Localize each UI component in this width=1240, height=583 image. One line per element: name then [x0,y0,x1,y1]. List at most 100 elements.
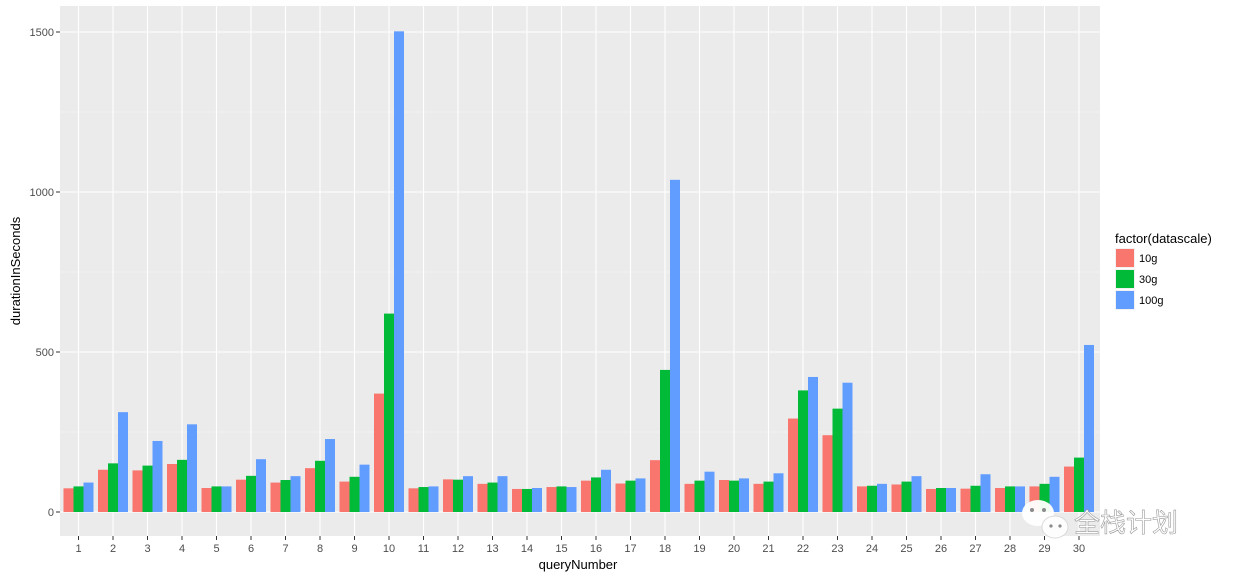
bar-30g-q2 [108,463,118,512]
bar-30g-q30 [1074,457,1084,512]
bar-10g-q26 [926,488,936,512]
x-tick-label: 1 [75,543,81,555]
bar-10g-q6 [236,479,246,512]
bar-100g-q26 [946,488,956,512]
x-tick-label: 11 [418,543,429,555]
bar-10g-q12 [443,479,453,512]
bar-100g-q20 [739,478,749,512]
bar-100g-q7 [290,476,301,512]
bar-30g-q4 [177,459,187,512]
bars [63,31,1094,513]
bar-100g-q22 [808,376,818,512]
bar-30g-q24 [867,485,877,512]
bar-100g-q9 [359,464,370,512]
x-tick-label: 5 [213,543,219,555]
bar-30g-q23 [832,408,843,512]
bar-10g-q27 [960,488,971,512]
x-axis-title: queryNumber [539,557,618,572]
bar-100g-q1 [83,482,94,512]
y-axis-title: durationInSeconds [8,216,23,325]
bar-100g-q5 [221,486,232,512]
x-tick-label: 22 [797,543,809,555]
wechat-icon [1022,500,1069,539]
x-tick-label: 13 [486,543,498,555]
bar-30g-q25 [901,481,912,512]
bar-100g-q2 [118,412,128,512]
x-axis-ticks: 1 2 3 4 5 6 7 8 9 10 11 12 13 14 15 16 17 18 19 20 21 22 23 24 2… [75,536,1085,555]
bar-100g-q15 [566,487,577,512]
bar-10g-q4 [167,464,177,512]
legend-label: 100g [1139,295,1163,307]
bar-10g-q3 [132,470,143,512]
x-tick-label: 21 [762,543,774,555]
x-tick-label: 30 [1073,543,1085,555]
bar-100g-q24 [877,483,887,512]
x-tick-label: 3 [144,543,150,555]
y-tick-label: 0 [48,507,54,519]
bar-30g-q6 [246,475,256,512]
bar-10g-q20 [719,480,729,512]
x-tick-label: 27 [969,543,981,555]
bar-100g-q27 [980,474,991,512]
bar-10g-q25 [891,484,902,512]
bar-10g-q15 [546,487,557,512]
bar-100g-q10 [394,31,404,513]
x-tick-label: 4 [179,543,185,555]
bar-10g-q13 [477,483,488,512]
bar-100g-q11 [428,486,439,512]
x-tick-label: 10 [383,543,395,555]
y-tick-label: 500 [36,347,54,359]
bar-30g-q21 [763,481,774,512]
x-tick-label: 26 [935,543,947,555]
x-tick-label: 19 [693,543,705,555]
x-tick-label: 12 [452,543,464,555]
legend-swatch-30g [1116,270,1134,288]
bar-10g-q28 [995,488,1005,512]
bar-30g-q15 [556,486,567,512]
bar-100g-q23 [842,382,853,512]
bar-100g-q12 [463,476,473,512]
bar-100g-q14 [532,488,542,512]
bar-30g-q16 [591,477,601,512]
grid-lines [60,6,1100,536]
bar-30g-q27 [970,485,981,512]
bar-100g-q25 [911,476,922,512]
x-tick-label: 14 [521,543,533,555]
x-tick-label: 18 [659,543,671,555]
bar-100g-q28 [1015,486,1025,512]
legend-title: factor(datascale) [1115,231,1212,246]
bar-10g-q29 [1029,486,1040,512]
bar-100g-q6 [256,459,266,512]
bar-10g-q11 [408,488,419,512]
bar-10g-q19 [684,483,695,512]
bar-30g-q19 [694,480,705,512]
x-tick-label: 28 [1004,543,1016,555]
x-tick-label: 16 [590,543,602,555]
legend-label: 30g [1139,274,1157,286]
x-tick-label: 15 [555,543,567,555]
bar-10g-q17 [615,483,626,512]
bar-30g-q26 [936,488,946,512]
bar-30g-q22 [798,390,808,512]
bar-10g-q14 [512,488,522,512]
bar-10g-q18 [650,460,660,512]
bar-100g-q8 [325,439,335,512]
bar-100g-q4 [187,424,197,512]
x-tick-label: 20 [728,543,740,555]
bar-30g-q5 [211,486,222,512]
legend-label: 10g [1139,253,1157,265]
bar-10g-q9 [339,481,350,512]
watermark: 全栈计划 [1022,500,1178,539]
bar-10g-q1 [63,488,74,512]
bar-30g-q3 [142,465,153,512]
bar-100g-q19 [704,471,715,512]
bar-100g-q30 [1084,344,1094,512]
bar-10g-q21 [753,483,764,512]
bar-10g-q24 [857,486,867,512]
bar-10g-q5 [201,488,212,512]
bar-30g-q20 [729,480,739,512]
bar-30g-q8 [315,460,325,512]
legend: factor(datascale) 10g 30g 100g [1115,231,1212,310]
bar-30g-q29 [1039,483,1050,512]
